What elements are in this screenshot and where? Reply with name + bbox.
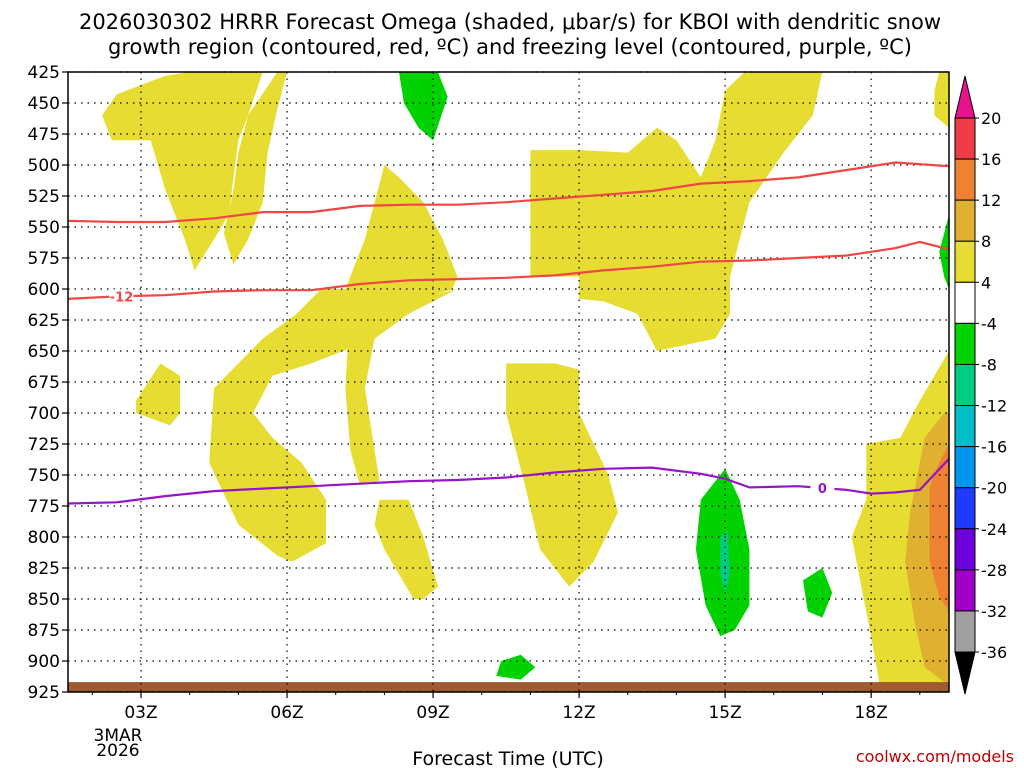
x-axis-title: Forecast Time (UTC): [412, 748, 603, 768]
y-tick-label-450: 450: [28, 94, 60, 114]
x-axis: 03Z 06Z 09Z 12Z 15Z 18Z: [91, 692, 921, 723]
y-tick-label-600: 600: [28, 280, 60, 300]
omega-region-green: [939, 214, 949, 289]
colorbar-label--20: -20: [981, 479, 1007, 498]
date-label-year: 2026: [96, 741, 139, 761]
freezing-level-label-bg: [810, 481, 835, 496]
colorbar-bin: [954, 405, 976, 448]
x-tick-label-15Z: 15Z: [708, 703, 741, 723]
y-tick-label-475: 475: [28, 125, 60, 145]
omega-region-yellow: [345, 289, 458, 485]
y-tick-label-775: 775: [28, 497, 60, 517]
y-tick-label-700: 700: [28, 404, 60, 424]
omega-region-orange: [929, 444, 949, 612]
x-tick-label-18Z: 18Z: [854, 703, 887, 723]
y-tick-label-550: 550: [28, 218, 60, 238]
colorbar-label-4: 4: [981, 273, 991, 292]
colorbar-bin: [954, 281, 976, 324]
colorbar-bin: [954, 446, 976, 489]
terrain-band: [68, 682, 949, 692]
colorbar-bin: [954, 240, 976, 283]
y-tick-label-925: 925: [28, 683, 60, 703]
omega-region-yellow: [209, 165, 458, 562]
colorbar-label-16: 16: [981, 150, 1001, 169]
colorbar-bin: [954, 528, 976, 571]
colorbar-label--24: -24: [981, 520, 1007, 539]
chart-title-line-1: 2026030302 HRRR Forecast Omega (shaded, …: [79, 10, 941, 34]
y-axis: 425 450 475 500 525 550 575 600 625 650 675 700 725 7…: [28, 63, 68, 703]
omega-region-teal: [720, 530, 730, 593]
y-tick-label-650: 650: [28, 342, 60, 362]
colorbar-label--12: -12: [981, 397, 1007, 416]
colorbar-bin: [954, 610, 976, 653]
x-tick-label-09Z: 09Z: [416, 703, 449, 723]
dgz-lower-label: -12: [110, 290, 134, 305]
colorbar-label--32: -32: [981, 602, 1007, 621]
omega-shading-layer: [68, 72, 949, 692]
omega-region-yellow: [934, 72, 949, 128]
omega-region-yellow: [530, 72, 823, 351]
colorbar-bottom-arrow: [954, 651, 976, 695]
colorbar-label--16: -16: [981, 438, 1007, 457]
omega-region-green: [399, 72, 448, 141]
colorbar-bin: [954, 322, 976, 365]
colorbar-label--8: -8: [981, 355, 997, 374]
colorbar-bin: [954, 569, 976, 612]
y-tick-label-825: 825: [28, 559, 60, 579]
dgz-upper-contour: [68, 161, 949, 224]
colorbar-label--28: -28: [981, 561, 1007, 580]
credit-text: coolwx.com/models: [856, 747, 1014, 766]
chart-title-line-2: growth region (contoured, red, ºC) and f…: [108, 35, 912, 59]
y-tick-label-900: 900: [28, 652, 60, 672]
colorbar-bin: [954, 199, 976, 242]
y-tick-label-425: 425: [28, 63, 60, 83]
dgz-lower-label-bg: [109, 289, 134, 304]
colorbar-label--36: -36: [981, 643, 1007, 662]
omega-region-green: [803, 568, 833, 618]
omega-region-yellow: [374, 499, 438, 599]
colorbar-label-8: 8: [981, 232, 991, 251]
contour-label-layer: -12 0: [109, 289, 835, 497]
y-tick-label-575: 575: [28, 249, 60, 269]
y-tick-label-725: 725: [28, 435, 60, 455]
contour-layer: [68, 161, 949, 505]
colorbar-label-20: 20: [981, 109, 1001, 128]
y-tick-label-750: 750: [28, 466, 60, 486]
colorbar-top-arrow: [954, 75, 976, 119]
omega-region-green: [496, 654, 536, 680]
omega-region-yellow: [136, 363, 180, 426]
freezing-level-label: 0: [818, 482, 827, 497]
y-tick-label-525: 525: [28, 187, 60, 207]
y-tick-label-800: 800: [28, 528, 60, 548]
colorbar-bin: [954, 487, 976, 530]
y-tick-label-875: 875: [28, 621, 60, 641]
freezing-level-contour: [68, 458, 949, 505]
colorbar-bin: [954, 363, 976, 407]
colorbar: 20 16 12 8 4 -4 -8 -12 -16 -20 -24 -28 -32 -36: [954, 75, 1007, 695]
colorbar-bin: [954, 158, 976, 201]
date-label-day: 3MAR: [94, 726, 143, 746]
x-tick-label-06Z: 06Z: [270, 703, 303, 723]
colorbar-label-12: 12: [981, 191, 1001, 210]
y-tick-label-675: 675: [28, 373, 60, 393]
y-tick-label-625: 625: [28, 311, 60, 331]
omega-region-yellow: [223, 72, 287, 265]
colorbar-label--4: -4: [981, 314, 997, 333]
colorbar-bin: [954, 117, 976, 160]
x-tick-label-03Z: 03Z: [124, 703, 157, 723]
y-tick-label-850: 850: [28, 590, 60, 610]
x-tick-label-12Z: 12Z: [562, 703, 595, 723]
omega-region-yellow: [102, 72, 263, 271]
dgz-lower-contour: [68, 240, 949, 300]
y-tick-label-500: 500: [28, 156, 60, 176]
